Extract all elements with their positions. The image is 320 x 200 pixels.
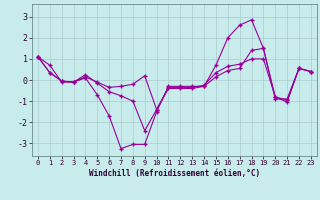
X-axis label: Windchill (Refroidissement éolien,°C): Windchill (Refroidissement éolien,°C) bbox=[89, 169, 260, 178]
